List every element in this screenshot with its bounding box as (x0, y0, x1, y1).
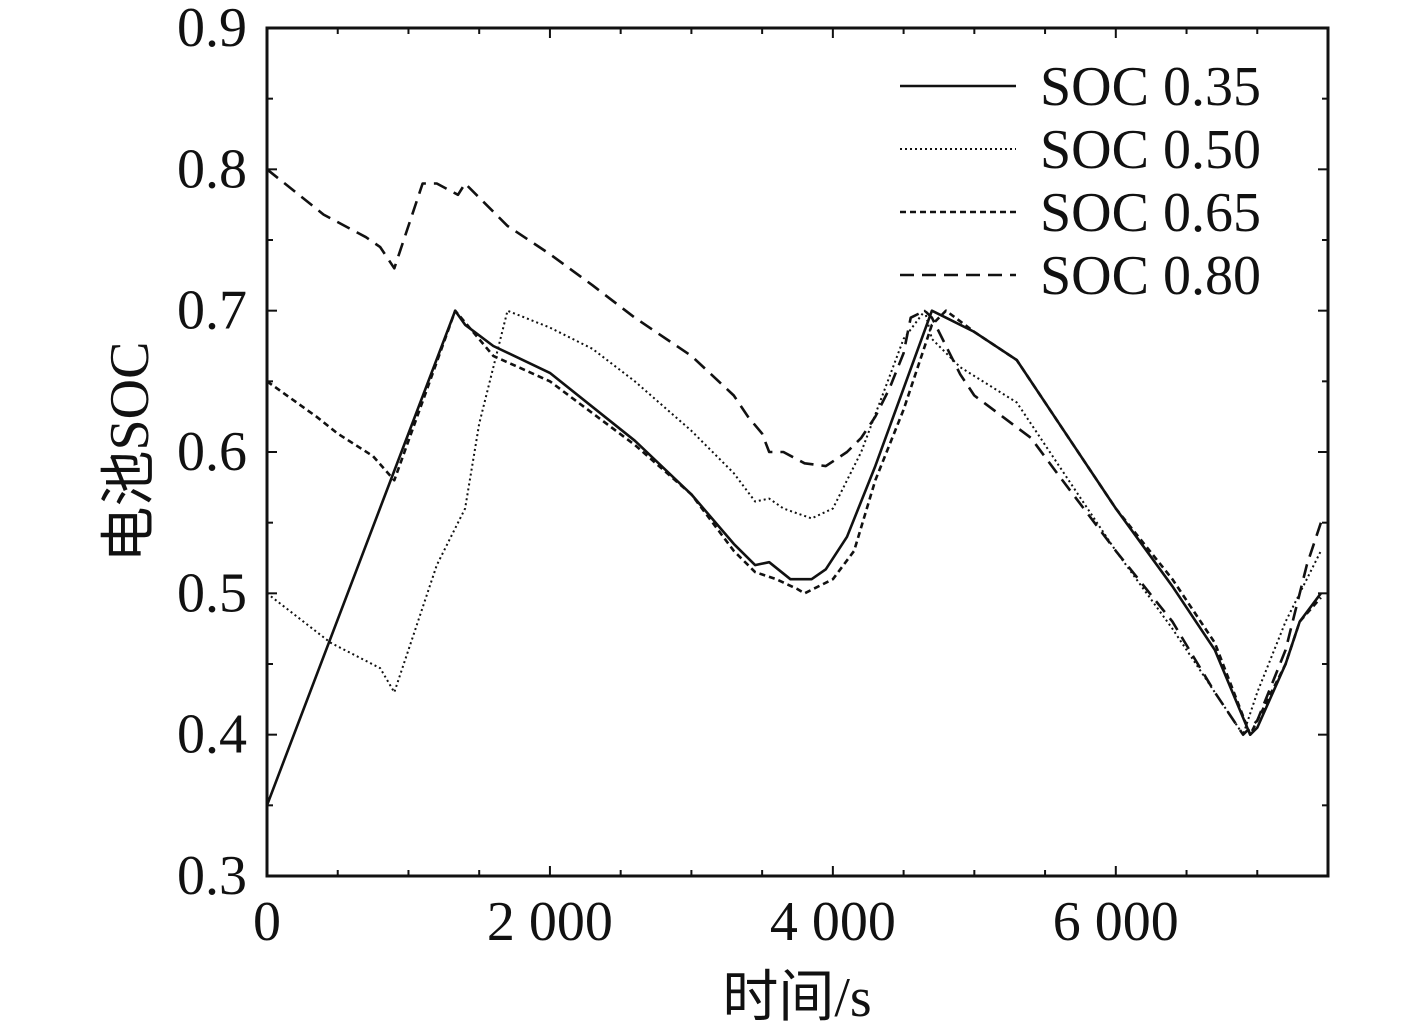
x-axis-title: 时间/s (722, 967, 871, 1029)
y-axis-title: 电池SOC (99, 342, 161, 563)
legend-label-3: SOC 0.65 (1040, 182, 1261, 244)
x-tick-label: 0 (253, 891, 281, 953)
tick-labels: 0.3 0.4 0.5 0.6 0.7 0.8 0.9 0 2 000 4 000 6 000 (177, 0, 1179, 953)
y-tick-label: 0.7 (177, 280, 247, 342)
series-lines (265, 168, 1323, 806)
x-tick-label: 4 000 (770, 891, 896, 953)
y-tick-label: 0.5 (177, 562, 247, 624)
series-line-1 (265, 309, 1322, 806)
y-tick-label: 0.4 (177, 704, 247, 766)
y-tick-label: 0.3 (177, 845, 247, 907)
y-tick-label: 0.6 (177, 421, 247, 483)
x-tick-label: 2 000 (487, 891, 613, 953)
series-line-2 (266, 309, 1322, 736)
plot-frame (265, 26, 1330, 878)
legend-label-4: SOC 0.80 (1040, 245, 1261, 307)
x-tick-label: 6 000 (1053, 891, 1179, 953)
y-tick-label: 0.8 (177, 138, 247, 200)
legend-label-1: SOC 0.35 (1040, 56, 1261, 118)
series-line-3 (266, 309, 1322, 737)
legend-label-2: SOC 0.50 (1040, 119, 1261, 181)
series-line-4 (266, 168, 1323, 737)
y-tick-label: 0.9 (177, 0, 247, 59)
